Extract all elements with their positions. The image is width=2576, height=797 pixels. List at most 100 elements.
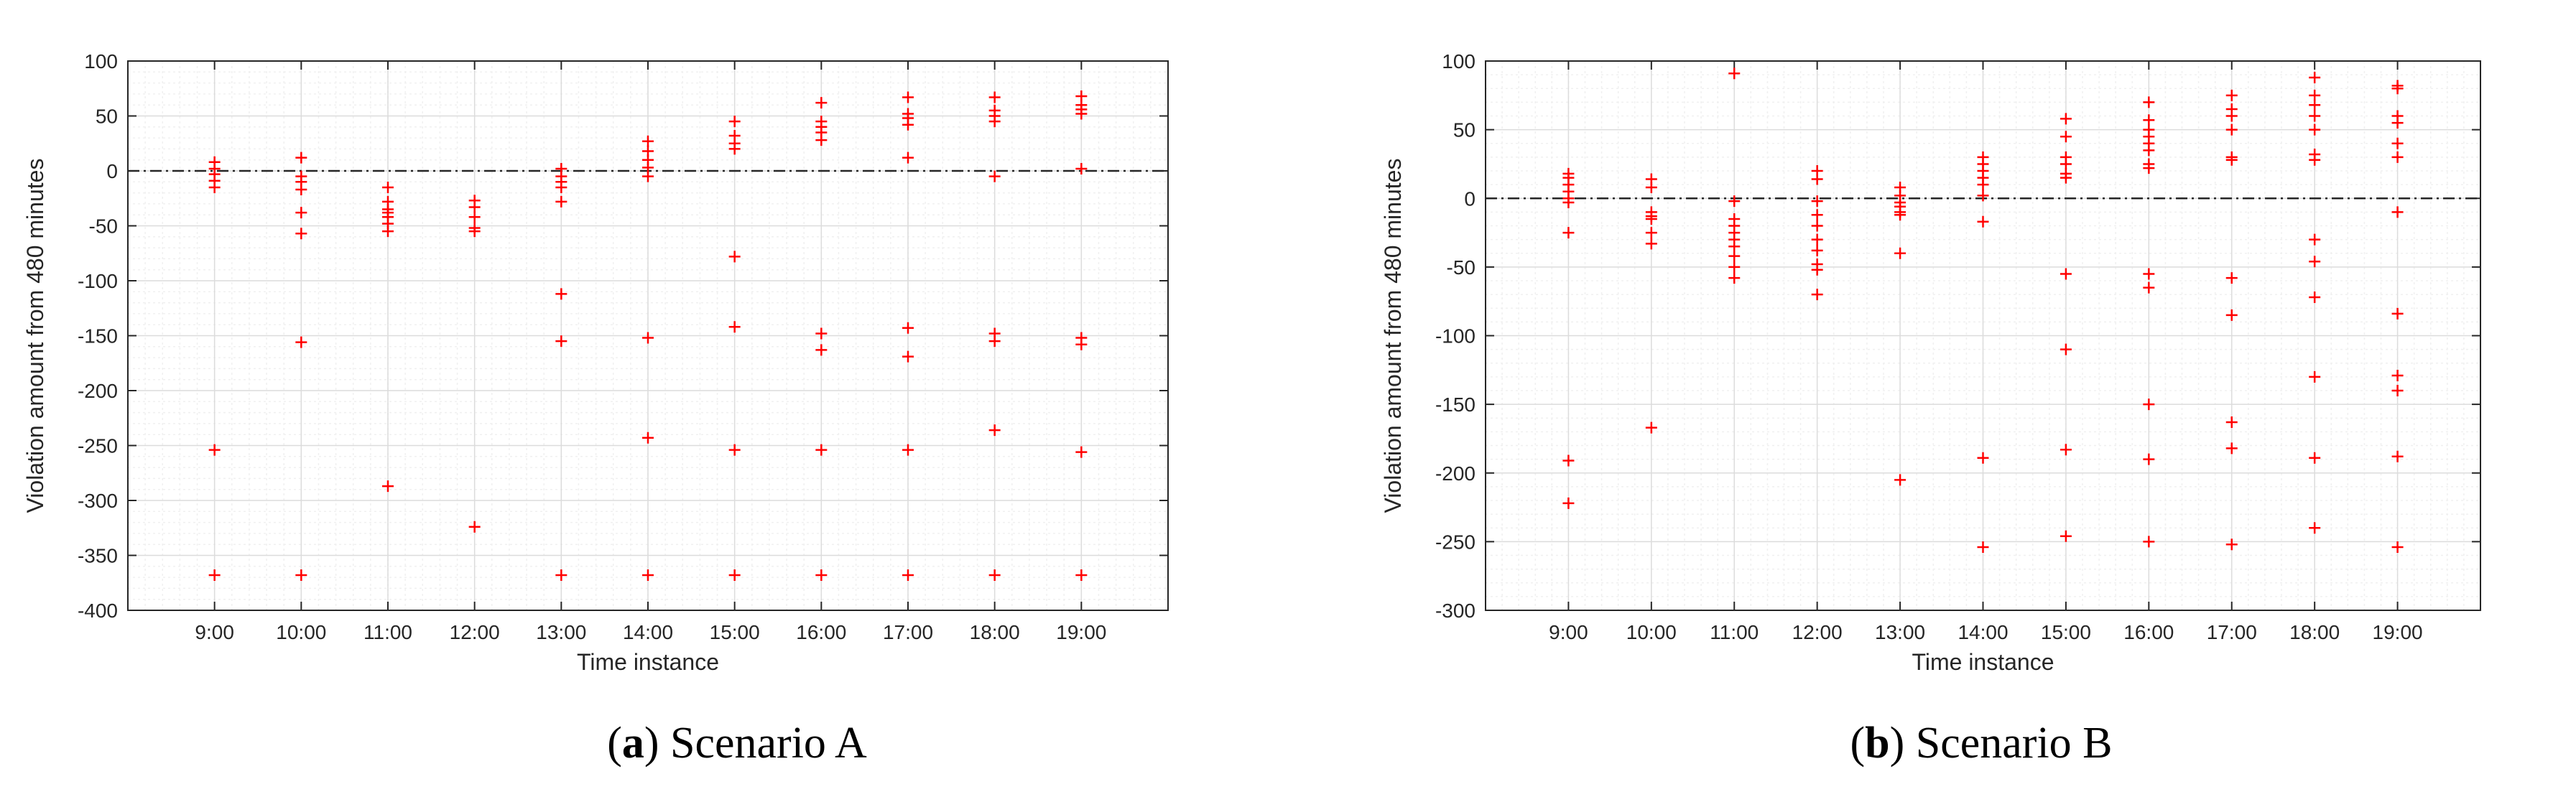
data-point bbox=[555, 335, 567, 348]
data-point bbox=[2309, 370, 2321, 383]
data-point bbox=[1075, 162, 1088, 174]
data-point bbox=[902, 322, 914, 334]
data-point bbox=[2309, 154, 2321, 166]
data-point bbox=[1562, 196, 1575, 208]
data-point bbox=[988, 424, 1001, 437]
y-tick-label: -350 bbox=[78, 545, 118, 567]
caption-label: b bbox=[1865, 719, 1889, 768]
data-point bbox=[1562, 455, 1575, 467]
data-point bbox=[988, 170, 1001, 182]
data-point bbox=[1811, 195, 1823, 208]
data-point bbox=[2309, 233, 2321, 246]
data-point bbox=[2143, 114, 2155, 126]
data-point bbox=[1811, 289, 1823, 301]
y-tick-label: 100 bbox=[1442, 50, 1475, 73]
data-point bbox=[728, 143, 741, 155]
y-tick-label: -300 bbox=[1435, 600, 1475, 622]
data-point bbox=[382, 181, 394, 193]
x-tick-label: 11:00 bbox=[1710, 621, 1759, 643]
data-point bbox=[1728, 195, 1741, 208]
data-point bbox=[2391, 206, 2404, 218]
data-point bbox=[902, 350, 914, 363]
y-tick-label: -400 bbox=[78, 600, 118, 622]
data-point bbox=[1977, 190, 1989, 202]
data-point bbox=[815, 344, 828, 356]
data-point bbox=[902, 118, 914, 131]
data-point bbox=[642, 170, 654, 182]
data-point bbox=[1645, 181, 1657, 193]
data-point bbox=[1811, 233, 1823, 246]
data-point bbox=[815, 444, 828, 456]
data-point bbox=[468, 521, 481, 533]
data-point bbox=[728, 251, 741, 263]
data-point bbox=[2309, 99, 2321, 111]
data-point bbox=[2143, 536, 2155, 548]
data-point bbox=[2225, 123, 2238, 136]
chart-panel-a: -400 -350 -300 -250 -200 -150 -100 -50 0 50 100 9:0… bbox=[22, 50, 1169, 768]
data-point bbox=[1075, 569, 1088, 582]
data-point bbox=[2225, 154, 2238, 166]
x-tick-label: 19:00 bbox=[2373, 621, 2423, 643]
data-point bbox=[1645, 227, 1657, 239]
data-point bbox=[295, 569, 307, 582]
y-tick-label: -100 bbox=[78, 270, 118, 292]
x-tick-label: 10:00 bbox=[276, 621, 326, 643]
data-point bbox=[468, 201, 481, 213]
data-point bbox=[1977, 452, 1989, 464]
y-axis-title: Violation amount from 480 minutes bbox=[1380, 159, 1406, 513]
caption-label: a bbox=[622, 719, 644, 768]
data-point bbox=[468, 225, 481, 238]
x-tick-label: 12:00 bbox=[1792, 621, 1843, 643]
data-point bbox=[208, 444, 221, 456]
data-point bbox=[2143, 281, 2155, 294]
x-axis-title: Time instance bbox=[577, 649, 719, 675]
data-point bbox=[555, 181, 567, 193]
data-point bbox=[2309, 452, 2321, 464]
data-point bbox=[1645, 238, 1657, 250]
data-point bbox=[2391, 369, 2404, 381]
data-point bbox=[988, 335, 1001, 348]
data-point bbox=[2225, 309, 2238, 321]
x-tick-label: 9:00 bbox=[195, 621, 234, 643]
data-point bbox=[815, 569, 828, 582]
y-tick-label: -200 bbox=[1435, 462, 1475, 485]
y-tick-label: 100 bbox=[84, 50, 118, 73]
data-point bbox=[382, 480, 394, 493]
data-point bbox=[988, 116, 1001, 128]
caption-text: Scenario A bbox=[670, 719, 867, 768]
x-tick-label: 15:00 bbox=[2041, 621, 2091, 643]
y-tick-label: -250 bbox=[1435, 531, 1475, 553]
data-point bbox=[2391, 450, 2404, 462]
y-axis-title: Violation amount from 480 minutes bbox=[22, 159, 48, 513]
x-tick-label: 10:00 bbox=[1626, 621, 1677, 643]
data-point bbox=[728, 444, 741, 456]
y-tick-label: 50 bbox=[96, 106, 118, 128]
data-point bbox=[295, 184, 307, 196]
data-point bbox=[2225, 416, 2238, 428]
y-tick-label: 0 bbox=[1464, 187, 1475, 210]
y-tick-label: -50 bbox=[1447, 256, 1475, 279]
data-point bbox=[1811, 264, 1823, 276]
data-point bbox=[902, 152, 914, 164]
data-point bbox=[2225, 272, 2238, 284]
data-point bbox=[642, 332, 654, 344]
data-point bbox=[1894, 209, 1906, 221]
x-tick-label: 11:00 bbox=[363, 621, 412, 643]
data-point bbox=[1562, 497, 1575, 509]
data-point bbox=[2309, 89, 2321, 101]
data-point bbox=[1728, 241, 1741, 253]
data-point bbox=[728, 321, 741, 333]
data-point bbox=[728, 569, 741, 582]
data-point bbox=[2143, 453, 2155, 465]
data-point bbox=[2309, 256, 2321, 268]
data-point bbox=[2309, 291, 2321, 303]
data-point bbox=[988, 569, 1001, 582]
data-point bbox=[468, 211, 481, 223]
data-point bbox=[1894, 474, 1906, 486]
data-point bbox=[2391, 137, 2404, 149]
data-point bbox=[382, 225, 394, 238]
caption-text: Scenario B bbox=[1916, 719, 2113, 768]
data-point bbox=[2391, 117, 2404, 129]
data-point bbox=[902, 569, 914, 582]
data-point bbox=[295, 336, 307, 348]
